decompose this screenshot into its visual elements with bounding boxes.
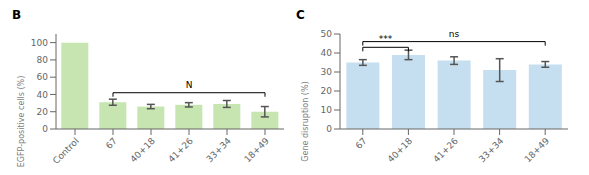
svg-text:0: 0 — [326, 124, 332, 134]
svg-text:Gene disruption (%): Gene disruption (%) — [301, 81, 310, 161]
svg-text:EGFP-positive cells (%): EGFP-positive cells (%) — [17, 76, 26, 167]
svg-text:67: 67 — [354, 136, 369, 151]
svg-text:18+49: 18+49 — [523, 136, 552, 165]
html-text:C: C — [296, 8, 305, 22]
svg-text:40+18: 40+18 — [128, 136, 157, 165]
svg-text:30: 30 — [321, 67, 333, 77]
svg-text:20: 20 — [321, 86, 333, 96]
svg-text:20: 20 — [37, 107, 49, 117]
svg-text:0: 0 — [42, 124, 48, 134]
svg-text:N: N — [186, 80, 193, 90]
svg-text:18+49: 18+49 — [242, 136, 271, 165]
svg-text:40: 40 — [37, 90, 49, 100]
svg-text:80: 80 — [37, 55, 49, 65]
svg-text:40+18: 40+18 — [386, 136, 415, 165]
svg-text:33+34: 33+34 — [477, 136, 506, 165]
svg-text:ns: ns — [449, 29, 460, 39]
svg-text:41+26: 41+26 — [166, 136, 195, 165]
svg-text:41+26: 41+26 — [431, 136, 460, 165]
svg-text:Control: Control — [51, 136, 81, 166]
html-text:B: B — [12, 8, 22, 22]
svg-text:50: 50 — [321, 29, 333, 39]
svg-text:100: 100 — [31, 38, 48, 48]
svg-text:60: 60 — [37, 72, 49, 82]
svg-text:67: 67 — [104, 136, 119, 151]
svg-text:33+34: 33+34 — [204, 136, 233, 165]
svg-text:40: 40 — [321, 48, 333, 58]
svg-text:***: *** — [379, 34, 393, 44]
svg-text:10: 10 — [321, 105, 333, 115]
